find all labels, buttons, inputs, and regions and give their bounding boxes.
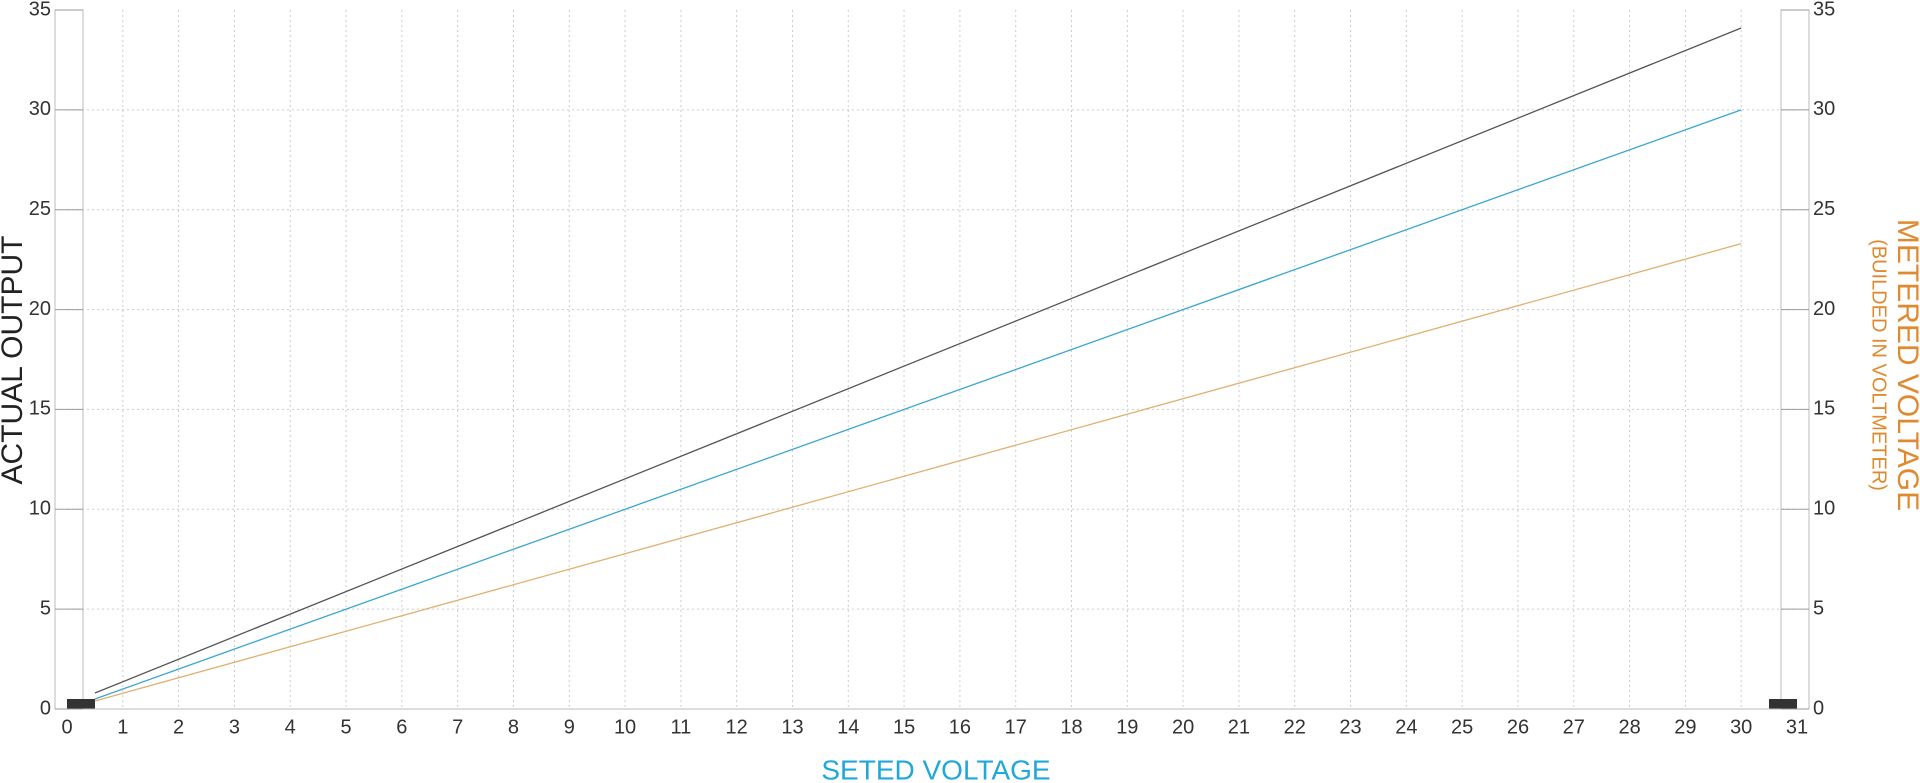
series-line	[94, 27, 1742, 694]
y-tick-label: 35	[29, 0, 51, 20]
x-tick-label: 1	[117, 716, 128, 738]
x-tick-label: 12	[726, 716, 748, 738]
x-tick-label: 22	[1284, 716, 1306, 738]
x-tick-label: 4	[285, 716, 296, 738]
x-tick-label: 17	[1005, 716, 1027, 738]
right-foot-block	[1769, 699, 1797, 709]
y2-tick-label: 10	[1813, 498, 1835, 520]
y2-tick-label: 25	[1813, 198, 1835, 220]
x-tick-label: 29	[1674, 716, 1696, 738]
x-tick-label: 9	[564, 716, 575, 738]
x-tick-label: 31	[1786, 716, 1808, 738]
x-tick-label: 14	[837, 716, 859, 738]
x-tick-label: 2	[173, 716, 184, 738]
left-foot-block	[67, 699, 95, 709]
x-tick-label: 5	[340, 716, 351, 738]
x-tick-label: 19	[1116, 716, 1138, 738]
y2-tick-label: 0	[1813, 697, 1824, 719]
y-tick-label: 5	[40, 597, 51, 619]
y-axis-strip	[54, 9, 84, 710]
y-tick-label: 10	[29, 498, 51, 520]
y2-axis-strip	[1780, 9, 1810, 710]
y-axis-label: ACTUAL OUTPUT	[0, 236, 29, 485]
y-tick-label: 20	[29, 298, 51, 320]
y2-axis-sublabel: (BUILDED IN VOLTMETER)	[1868, 239, 1890, 491]
y2-tick-label: 5	[1813, 597, 1824, 619]
x-tick-label: 20	[1172, 716, 1194, 738]
x-tick-label: 18	[1060, 716, 1082, 738]
series-line	[94, 109, 1742, 700]
series-line	[94, 243, 1742, 702]
y-tick-label: 0	[40, 697, 51, 719]
x-tick-label: 30	[1730, 716, 1752, 738]
x-tick-label: 10	[614, 716, 636, 738]
x-tick-label: 13	[781, 716, 803, 738]
x-tick-label: 0	[61, 716, 72, 738]
x-tick-label: 15	[893, 716, 915, 738]
y2-tick-label: 30	[1813, 98, 1835, 120]
x-tick-label: 28	[1618, 716, 1640, 738]
y-tick-label: 15	[29, 398, 51, 420]
x-tick-label: 8	[508, 716, 519, 738]
x-tick-label: 3	[229, 716, 240, 738]
x-tick-label: 25	[1451, 716, 1473, 738]
y2-tick-label: 35	[1813, 0, 1835, 20]
x-tick-label: 6	[396, 716, 407, 738]
x-tick-label: 21	[1228, 716, 1250, 738]
x-tick-label: 7	[452, 716, 463, 738]
x-tick-label: 27	[1563, 716, 1585, 738]
y2-tick-label: 20	[1813, 298, 1835, 320]
x-axis-label: SETED VOLTAGE	[821, 754, 1050, 783]
x-tick-label: 16	[949, 716, 971, 738]
y2-axis-label: METERED VOLTAGE	[1891, 219, 1920, 511]
y-tick-label: 25	[29, 198, 51, 220]
y-tick-label: 30	[29, 98, 51, 120]
x-tick-label: 24	[1395, 716, 1417, 738]
x-tick-label: 26	[1507, 716, 1529, 738]
x-tick-label: 11	[670, 716, 691, 738]
y2-tick-label: 15	[1813, 398, 1835, 420]
x-tick-label: 23	[1339, 716, 1361, 738]
